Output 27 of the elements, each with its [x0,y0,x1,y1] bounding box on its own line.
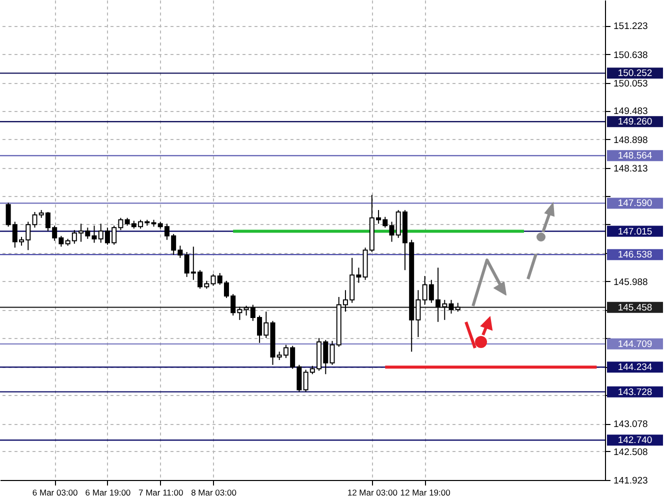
ref-line-label: 144.234 [618,362,652,374]
y-tick-label: 148.313 [614,163,648,174]
x-tick-label: 7 Mar 11:00 [138,488,184,498]
ref-line-label: 148.564 [618,150,652,162]
ref-line-label: 149.260 [618,116,652,128]
y-tick-label: 148.898 [614,134,648,146]
x-tick-label: 12 Mar 19:00 [400,488,451,498]
y-tick-label: 149.483 [614,106,648,118]
ref-line-label: 143.728 [618,386,652,398]
x-tick-label: 6 Mar 19:00 [85,488,131,498]
x-tick-label: 8 Mar 03:00 [191,488,237,498]
y-tick-label: 142.508 [614,446,648,458]
ref-line-label: 147.590 [618,198,652,210]
y-tick-label: 150.053 [614,78,648,90]
ref-line-label: 150.252 [618,68,652,80]
y-tick-label: 143.078 [614,419,648,430]
x-tick-label: 6 Mar 03:00 [32,488,78,498]
ref-line-label: 147.015 [618,226,652,238]
ref-line-label: 146.538 [618,250,652,261]
y-tick-label: 145.988 [614,276,648,288]
y-tick-label: 141.923 [614,476,648,486]
y-tick-label: 150.638 [614,50,648,61]
ref-line-label: 145.458 [618,302,652,314]
y-tick-label: 151.223 [614,21,648,32]
x-tick-label: 12 Mar 03:00 [347,488,398,498]
ref-line-label: 142.740 [618,435,652,446]
ref-line-label: 144.709 [618,338,652,350]
